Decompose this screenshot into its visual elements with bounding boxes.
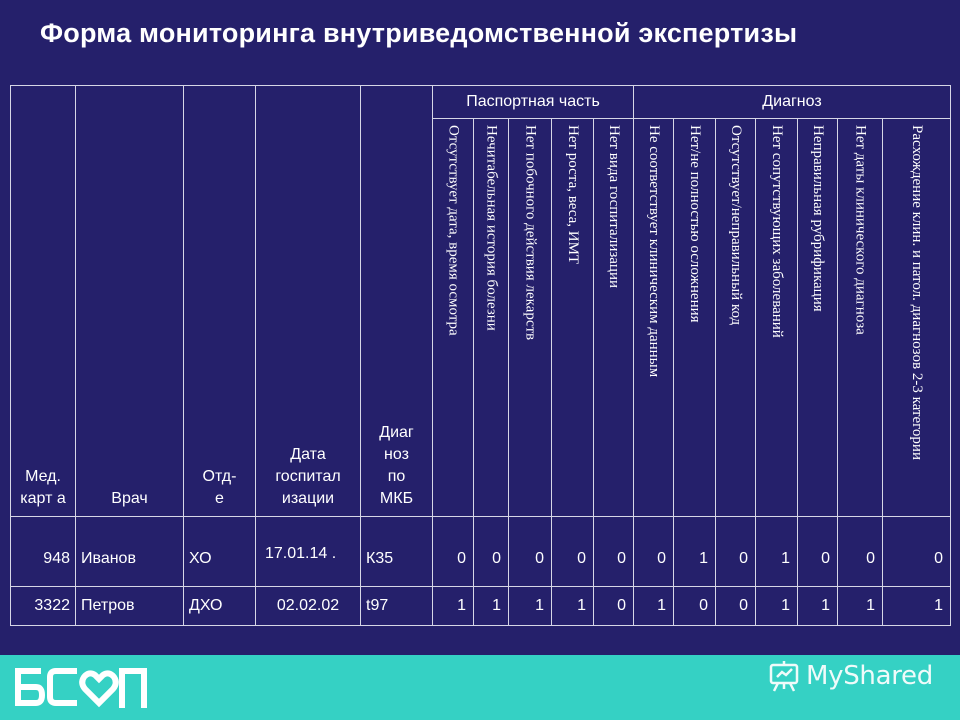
date-cell: 17.01.14 . — [255, 516, 361, 587]
criterion-header: Не соответствует клиническим данным — [633, 118, 674, 517]
doctor-cell: Петров — [75, 586, 184, 626]
mkb-cell: К35 — [360, 516, 433, 587]
criterion-header: Неправильная рубрификация — [797, 118, 838, 517]
header-passport-group: Паспортная часть — [432, 85, 634, 119]
criterion-value: 0 — [715, 516, 756, 587]
criterion-value: 1 — [673, 516, 716, 587]
header-med-card: Мед. карт а — [10, 85, 76, 517]
criterion-value: 0 — [797, 516, 838, 587]
mkb-cell: t97 — [360, 586, 433, 626]
table-row: 3322 Петров ДХО 02.02.02 t97 1 1 1 1 0 1… — [10, 586, 951, 626]
criterion-value: 0 — [593, 586, 634, 626]
table-row: 948 Иванов ХО 17.01.14 . К35 0 0 0 0 0 0… — [10, 516, 951, 587]
watermark-text: MyShared — [806, 661, 933, 691]
department-cell: ХО — [183, 516, 256, 587]
header-doctor: Врач — [75, 85, 184, 517]
criterion-header: Нет вида госпитализации — [593, 118, 634, 517]
criterion-value: 0 — [432, 516, 474, 587]
criterion-value: 1 — [882, 586, 951, 626]
criterion-header: Нет/не полностью осложнения — [673, 118, 716, 517]
footer-band — [0, 655, 960, 720]
header-diagnosis-group: Диагноз — [633, 85, 951, 119]
watermark: MyShared — [768, 656, 933, 696]
criterion-value: 1 — [551, 586, 594, 626]
criterion-header: Отсутствует/неправильный код — [715, 118, 756, 517]
criterion-value: 0 — [715, 586, 756, 626]
date-cell: 02.02.02 — [255, 586, 361, 626]
criterion-header: Отсутствует дата, время осмотра — [432, 118, 474, 517]
criterion-value: 0 — [593, 516, 634, 587]
criterion-value: 0 — [673, 586, 716, 626]
criterion-value: 1 — [432, 586, 474, 626]
criterion-value: 0 — [551, 516, 594, 587]
criterion-value: 1 — [755, 516, 798, 587]
med-card-cell: 948 — [10, 516, 76, 587]
criterion-header: Нечитабельная история болезни — [473, 118, 509, 517]
criterion-header: Нет роста, веса, ИМТ — [551, 118, 594, 517]
criterion-value: 1 — [837, 586, 883, 626]
header-admission-date: Дата госпитал изации — [255, 85, 361, 517]
criterion-header: Нет побочного действия лекарств — [508, 118, 552, 517]
criterion-header: Нет сопутствующих заболеваний — [755, 118, 798, 517]
criterion-value: 1 — [473, 586, 509, 626]
criterion-value: 0 — [473, 516, 509, 587]
header-diagnosis-mkb: Диаг ноз по МКБ — [360, 85, 433, 517]
criterion-value: 1 — [508, 586, 552, 626]
criterion-value: 0 — [882, 516, 951, 587]
monitoring-table: Мед. карт а Врач Отд- е Дата госпитал из… — [10, 85, 951, 626]
header-department: Отд- е — [183, 85, 256, 517]
criterion-value: 0 — [633, 516, 674, 587]
slide-title: Форма мониторинга внутриведомственной эк… — [40, 18, 798, 48]
department-cell: ДХО — [183, 586, 256, 626]
doctor-cell: Иванов — [75, 516, 184, 587]
presentation-icon — [769, 661, 799, 692]
criterion-header: Нет даты клинического диагноза — [837, 118, 883, 517]
criterion-value: 1 — [755, 586, 798, 626]
criterion-header: Расхождение клин. и патол. диагнозов 2-3… — [882, 118, 951, 517]
criterion-value: 1 — [633, 586, 674, 626]
criterion-value: 1 — [797, 586, 838, 626]
organization-logo — [15, 668, 147, 708]
med-card-cell: 3322 — [10, 586, 76, 626]
criterion-value: 0 — [837, 516, 883, 587]
criterion-value: 0 — [508, 516, 552, 587]
